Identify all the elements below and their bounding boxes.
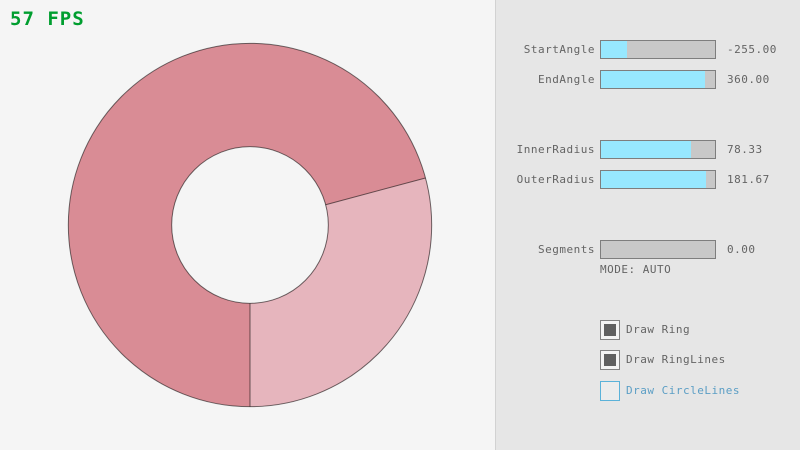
- start-angle-slider[interactable]: [600, 40, 716, 59]
- draw-ringlines-checkbox[interactable]: [600, 350, 620, 370]
- draw-ring-checkbox[interactable]: [600, 320, 620, 340]
- outer-radius-value: 181.67: [727, 173, 770, 186]
- end-angle-value: 360.00: [727, 73, 770, 86]
- checkmark-fill-icon: [604, 324, 616, 336]
- draw-ring-label: Draw Ring: [626, 323, 691, 336]
- end-angle-slider[interactable]: [600, 70, 716, 89]
- start-angle-value: -255.00: [727, 43, 777, 56]
- end-angle-slider-fill: [601, 71, 705, 88]
- segments-value: 0.00: [727, 243, 756, 256]
- fps-counter: 57 FPS: [10, 8, 85, 30]
- end-angle-label: EndAngle: [538, 73, 595, 86]
- start-angle-label: StartAngle: [523, 43, 595, 56]
- segments-slider[interactable]: [600, 240, 716, 259]
- checkmark-fill-icon: [604, 354, 616, 366]
- segments-mode-text: MODE: AUTO: [600, 263, 672, 276]
- inner-radius-label: InnerRadius: [516, 143, 595, 156]
- ring-inner-outline: [171, 146, 329, 304]
- inner-radius-value: 78.33: [727, 143, 763, 156]
- segments-label: Segments: [538, 243, 595, 256]
- ring-single-covered-region: [250, 177, 432, 407]
- draw-circlelines-checkbox[interactable]: [600, 381, 620, 401]
- inner-radius-slider[interactable]: [600, 140, 716, 159]
- start-angle-slider-fill: [601, 41, 628, 58]
- outer-radius-slider-fill: [601, 171, 706, 188]
- draw-circlelines-label: Draw CircleLines: [626, 384, 740, 397]
- draw-ringlines-label: Draw RingLines: [626, 353, 726, 366]
- outer-radius-slider[interactable]: [600, 170, 716, 189]
- ring-radial-line-right: [325, 177, 426, 206]
- controls-panel: StartAngle -255.00 EndAngle 360.00 Inner…: [495, 0, 800, 450]
- inner-radius-slider-fill: [601, 141, 692, 158]
- outer-radius-label: OuterRadius: [516, 173, 595, 186]
